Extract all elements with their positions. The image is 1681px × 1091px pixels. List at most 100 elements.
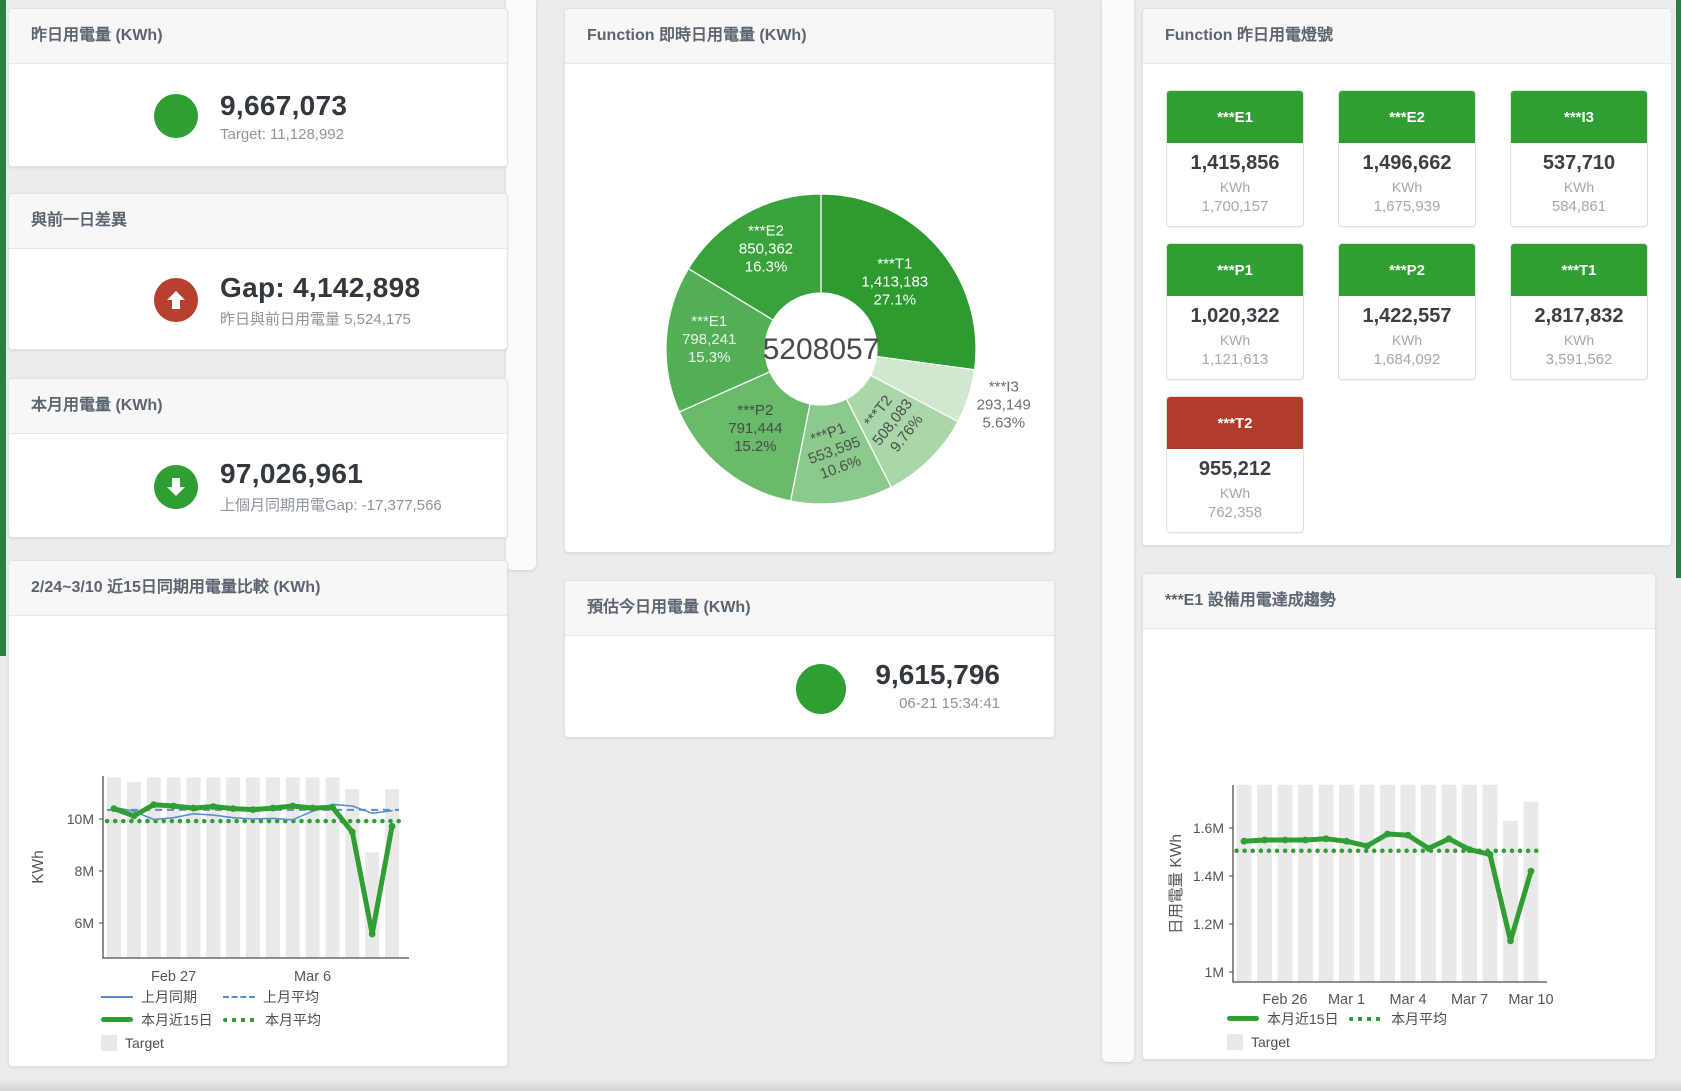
trend-chart-canvas[interactable]: 1M 1.2M 1.4M 1.6M Feb 26 Mar 1 Mar 4 Mar 7 Mar 1… xyxy=(1143,574,1657,1061)
target-bar xyxy=(1523,801,1539,982)
device-value: 1,415,856 xyxy=(1190,152,1280,174)
card-yesterday-usage: 昨日用電量 (KWh) 9,667,073 Target: 11,128,992 xyxy=(8,8,508,167)
series-marker xyxy=(348,828,356,836)
y-tick-label: 8M xyxy=(75,863,94,879)
x-tick-label: Feb 26 xyxy=(1262,992,1307,1008)
target-bar xyxy=(1462,784,1477,982)
lights-title: Function 昨日用電燈號 xyxy=(1165,27,1333,44)
realtime-donut-chart[interactable]: ***T1 1,413,183 27.1%***I3 293,149 5.63%***T… xyxy=(565,9,1056,554)
device-target: 584,861 xyxy=(1551,198,1607,215)
y-axis-label: 日用電量 KWh xyxy=(1168,834,1185,934)
donut-center-total: 5208057 xyxy=(763,333,880,366)
legend-item[interactable]: 本月近15日 xyxy=(1227,1009,1349,1029)
donut-slice-E1[interactable] xyxy=(665,267,774,413)
device-tile[interactable]: ***T2 955,212 KWh 762,358 xyxy=(1166,396,1304,533)
trend-chart-legend: 本月近15日 本月平均 Target xyxy=(1227,1007,1471,1053)
target-bar xyxy=(1400,784,1416,982)
device-unit: KWh xyxy=(1391,332,1423,348)
card-title: Function 昨日用電燈號 xyxy=(1143,9,1671,64)
target-bar xyxy=(107,777,121,958)
card-trend-chart: ***E1 設備用電達成趨勢 1M 1.2M 1.4M 1.6M Feb 26 Mar 1… xyxy=(1142,573,1656,1060)
target-bar xyxy=(1318,784,1334,982)
status-circle-icon xyxy=(796,664,846,714)
target-bar xyxy=(1298,784,1313,982)
device-tile[interactable]: ***I3 537,710 KWh 584,861 xyxy=(1510,90,1648,227)
trend-title: ***E1 設備用電達成趨勢 xyxy=(1165,592,1336,609)
card-title: 預估今日用電量 (KWh) xyxy=(565,581,1054,636)
device-name: ***I3 xyxy=(1563,108,1595,126)
device-value: 537,710 xyxy=(1542,152,1616,174)
device-tile[interactable]: ***P2 1,422,557 KWh 1,684,092 xyxy=(1338,243,1476,380)
series-marker xyxy=(1363,842,1371,850)
y-tick-label: 1.2M xyxy=(1193,916,1224,932)
device-target: 3,591,562 xyxy=(1545,351,1613,368)
y-tick-label: 6M xyxy=(75,915,94,931)
device-tile[interactable]: ***E1 1,415,856 KWh 1,700,157 xyxy=(1166,90,1304,227)
legend-item[interactable]: 本月近15日 xyxy=(101,1010,223,1030)
device-tile-header: ***I3 xyxy=(1511,91,1647,143)
device-name: ***P2 xyxy=(1389,261,1425,279)
device-tile-header: ***T1 xyxy=(1511,244,1647,296)
legend-item[interactable]: 本月平均 xyxy=(223,1010,345,1030)
x-tick-label: Mar 1 xyxy=(1328,992,1365,1008)
device-unit: KWh xyxy=(1563,332,1595,348)
device-tile[interactable]: ***P1 1,020,322 KWh 1,121,613 xyxy=(1166,243,1304,380)
donut-slice-label: ***T1 1,413,183 27.1% xyxy=(861,256,928,309)
legend-swatch xyxy=(101,1017,133,1022)
legend-item[interactable]: Target xyxy=(1227,1033,1349,1050)
device-tile-body: 1,415,856 KWh 1,700,157 xyxy=(1167,143,1303,226)
device-name: ***P1 xyxy=(1217,261,1253,279)
device-unit: KWh xyxy=(1391,179,1423,195)
column-gap-strip-left xyxy=(506,0,536,570)
legend-label: 本月平均 xyxy=(265,1011,321,1028)
target-bar xyxy=(385,789,400,958)
card-title: 與前一日差異 xyxy=(9,194,507,249)
x-tick-label: Mar 6 xyxy=(294,969,331,985)
y-tick-label: 1.4M xyxy=(1193,868,1224,884)
month-title: 本月用電量 (KWh) xyxy=(31,397,163,414)
legend-item[interactable]: Target xyxy=(101,1034,223,1051)
target-bar xyxy=(226,777,241,958)
device-name: ***E2 xyxy=(1389,108,1425,126)
legend-swatch xyxy=(1227,1033,1243,1050)
target-bar xyxy=(1359,784,1375,982)
donut-title: Function 即時日用電量 (KWh) xyxy=(587,27,807,44)
device-tile[interactable]: ***T1 2,817,832 KWh 3,591,562 xyxy=(1510,243,1648,380)
legend-item[interactable]: 上月同期 xyxy=(101,987,223,1007)
y-tick-label: 1.6M xyxy=(1193,820,1224,836)
compare-title: 2/24~3/10 近15日同期用電量比較 (KWh) xyxy=(31,579,321,596)
series-marker xyxy=(190,804,197,812)
gap-sub: 昨日與前日用電量 5,524,175 xyxy=(220,310,411,328)
legend-item[interactable]: 本月平均 xyxy=(1349,1009,1471,1029)
gap-value: Gap: 4,142,898 xyxy=(220,271,421,303)
legend-swatch xyxy=(1349,1016,1383,1021)
x-tick-label: Mar 10 xyxy=(1508,992,1553,1008)
device-value: 1,496,662 xyxy=(1362,152,1452,174)
legend-swatch xyxy=(101,995,133,998)
donut-slice-label: ***I3 293,149 5.63% xyxy=(977,379,1031,432)
right-edge-strip xyxy=(1676,0,1681,578)
target-bar xyxy=(1277,784,1293,982)
device-value: 2,817,832 xyxy=(1534,305,1624,327)
column-gap-strip-right xyxy=(1102,0,1134,1062)
card-compare-chart: 2/24~3/10 近15日同期用電量比較 (KWh) 6M 8M 10M Feb 2… xyxy=(8,560,508,1067)
device-name: ***T2 xyxy=(1217,414,1253,432)
target-bar xyxy=(265,777,280,958)
left-edge-strip xyxy=(0,0,6,656)
y-axis-label: KWh xyxy=(30,850,47,884)
device-tile-body: 1,422,557 KWh 1,684,092 xyxy=(1339,296,1475,379)
series-marker xyxy=(1261,836,1268,844)
device-target: 1,684,092 xyxy=(1373,351,1441,368)
device-tile[interactable]: ***E2 1,496,662 KWh 1,675,939 xyxy=(1338,90,1476,227)
compare-chart-canvas[interactable]: 6M 8M 10M Feb 27 Mar 6 KWh xyxy=(9,561,509,1068)
donut-slice-T1[interactable] xyxy=(820,193,977,371)
legend-item[interactable]: 上月平均 xyxy=(223,987,345,1007)
device-unit: KWh xyxy=(1563,179,1595,195)
yesterday-target: Target: 11,128,992 xyxy=(220,125,344,143)
legend-swatch xyxy=(223,995,255,998)
donut-slice-P2[interactable] xyxy=(678,370,811,502)
donut-slice-E2[interactable] xyxy=(687,193,822,321)
month-value: 97,026,961 xyxy=(220,458,364,489)
device-value: 1,020,322 xyxy=(1190,305,1280,327)
